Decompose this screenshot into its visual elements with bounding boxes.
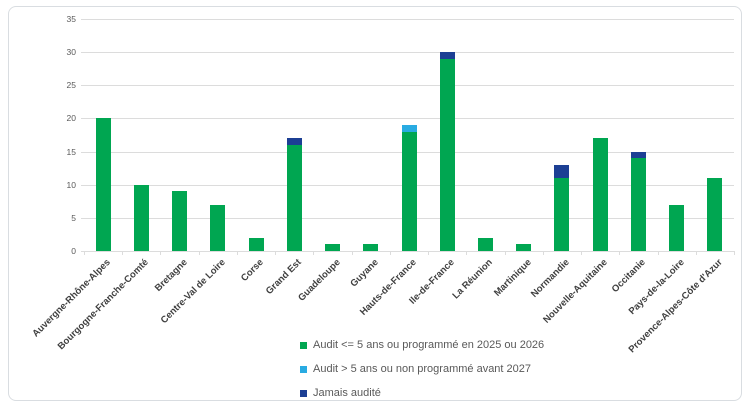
legend-label: Audit > 5 ans ou non programmé avant 202… — [313, 363, 532, 375]
bar-segment — [325, 244, 341, 251]
bar-segment — [477, 237, 493, 251]
bar-segment — [363, 244, 379, 251]
bar-segment — [630, 158, 646, 251]
x-axis-tick-mark — [122, 251, 124, 255]
bar-segment — [592, 138, 608, 251]
bar-segment — [95, 118, 111, 251]
bar-segment — [248, 237, 264, 251]
x-axis-tick-mark — [619, 251, 621, 255]
bar-segment — [401, 131, 417, 251]
grid-line — [81, 52, 734, 54]
y-tick-label: 30 — [66, 47, 76, 58]
bar-segment — [630, 151, 646, 159]
bar-segment — [439, 58, 455, 251]
bar-segment — [133, 184, 149, 251]
legend-label: Jamais audité — [313, 387, 381, 399]
x-axis-tick-mark — [695, 251, 697, 255]
legend-swatch-green — [300, 341, 307, 349]
legend-item-never-audited: Jamais audité — [300, 386, 544, 400]
grid-line — [81, 118, 734, 120]
x-axis-tick-mark — [504, 251, 506, 255]
bar-segment — [669, 204, 685, 251]
x-axis-tick-mark — [581, 251, 583, 255]
bar-segment — [172, 191, 188, 251]
legend: Audit <= 5 ans ou programmé en 2025 ou 2… — [300, 338, 544, 408]
legend-item-audit-recent: Audit <= 5 ans ou programmé en 2025 ou 2… — [300, 338, 544, 352]
y-tick-label: 0 — [71, 246, 76, 256]
x-axis-tick-mark — [313, 251, 315, 255]
y-tick-label: 25 — [66, 80, 76, 91]
y-tick-label: 15 — [66, 146, 76, 157]
x-axis-tick-mark — [542, 251, 544, 255]
y-tick-label: 35 — [66, 14, 76, 24]
legend-label: Audit <= 5 ans ou programmé en 2025 ou 2… — [313, 339, 545, 351]
legend-swatch-lightblue — [300, 365, 307, 373]
y-tick-label: 10 — [66, 179, 76, 190]
legend-swatch-darkblue — [300, 389, 307, 397]
grid-line — [81, 19, 734, 20]
bar-segment — [554, 178, 570, 251]
x-axis-tick-mark — [428, 251, 430, 255]
y-tick-label: 5 — [71, 212, 76, 223]
x-axis-tick-mark — [466, 251, 468, 255]
bar-segment — [401, 125, 417, 132]
x-axis-tick-mark — [389, 251, 391, 255]
x-axis-tick-mark — [657, 251, 659, 255]
x-axis-tick-mark — [734, 251, 735, 255]
bar-segment — [554, 164, 570, 179]
bar-segment — [286, 138, 302, 145]
y-tick-label: 20 — [66, 113, 76, 124]
bar-segment — [516, 244, 532, 251]
x-axis-tick-mark — [198, 251, 200, 255]
x-axis-tick-mark — [236, 251, 238, 255]
x-axis-tick-mark — [351, 251, 353, 255]
x-axis-tick-mark — [160, 251, 162, 255]
chart-panel: Audit <= 5 ans ou programmé en 2025 ou 2… — [8, 6, 742, 401]
x-axis-tick-mark — [275, 251, 277, 255]
bar-segment — [707, 178, 723, 251]
bar-segment — [210, 204, 226, 251]
x-axis-tick-mark — [84, 251, 85, 255]
grid-line — [81, 251, 734, 252]
grid-line — [81, 85, 734, 87]
legend-item-audit-old: Audit > 5 ans ou non programmé avant 202… — [300, 362, 544, 376]
bar-segment — [286, 144, 302, 251]
bar-segment — [439, 52, 455, 59]
